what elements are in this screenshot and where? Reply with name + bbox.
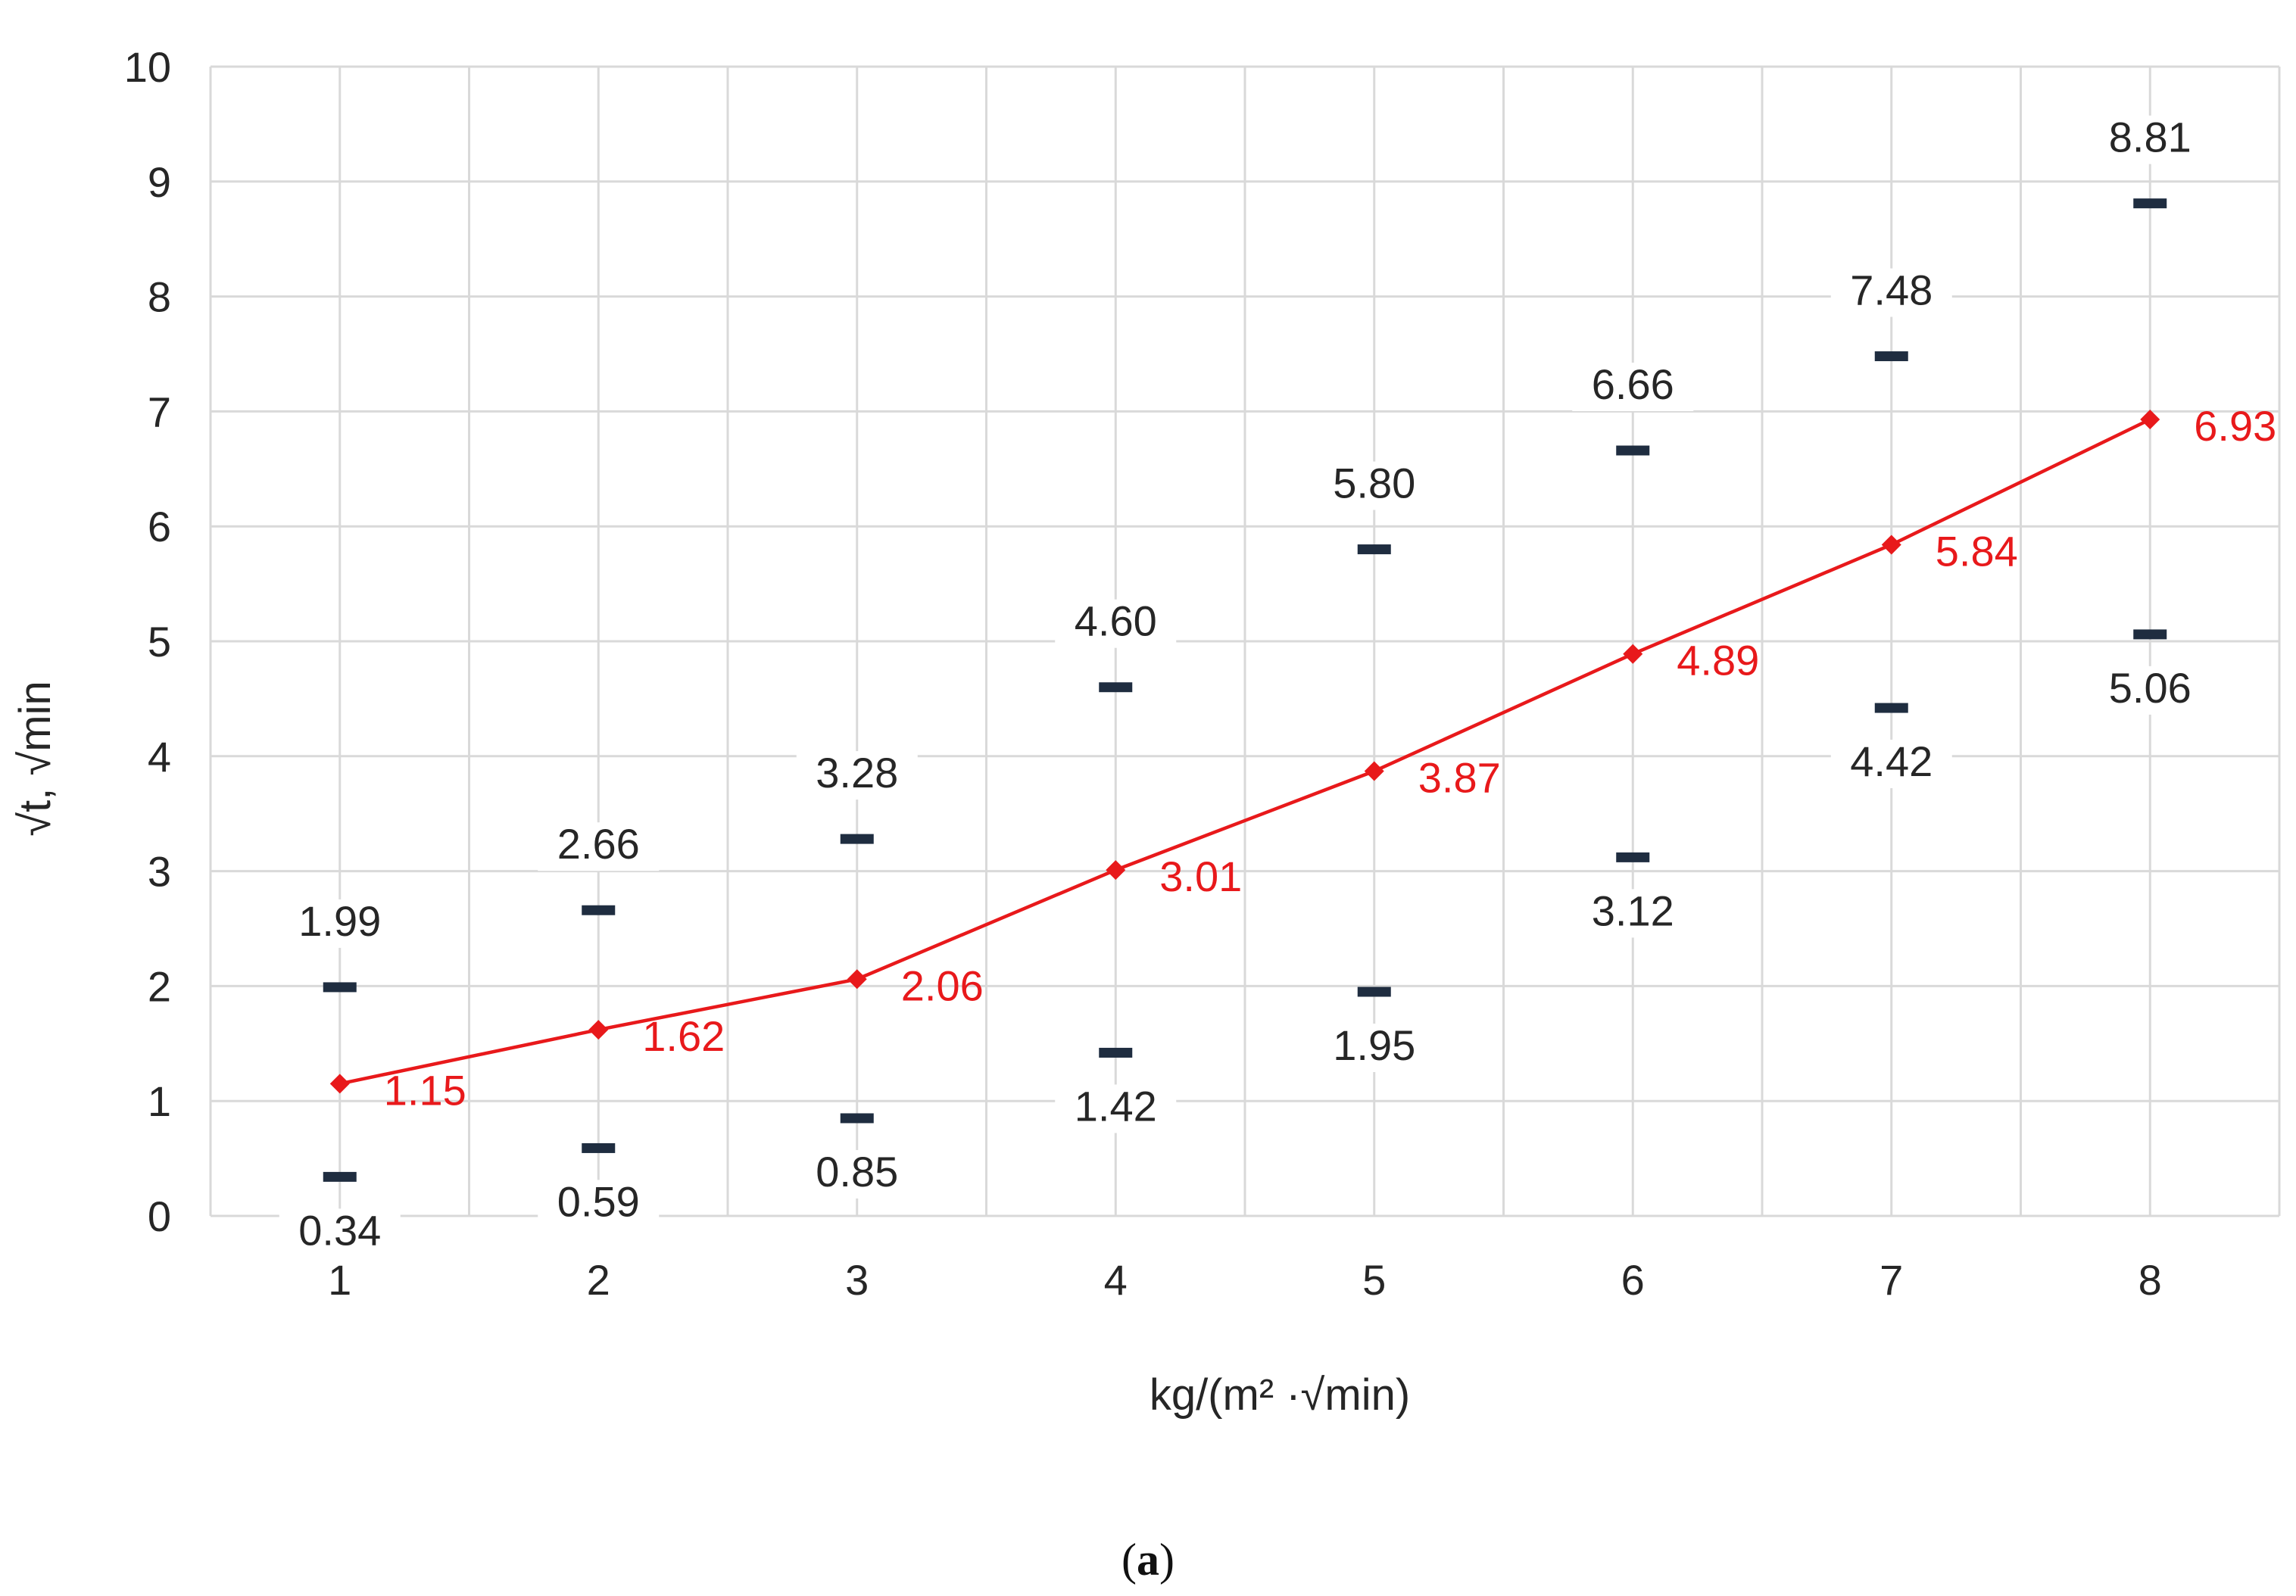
grid <box>209 65 2281 1217</box>
lower-bound-marker <box>2133 629 2167 640</box>
y-tick-label: 9 <box>148 158 171 206</box>
mean-point <box>1106 860 1126 881</box>
mean-point <box>847 969 867 990</box>
upper-bound-marker <box>582 905 616 915</box>
lower-bound-label-background <box>1055 1084 1177 1133</box>
lower-bound-label-background <box>2089 666 2211 715</box>
lower-bound-marker <box>1874 703 1908 713</box>
upper-bound-marker <box>323 982 357 993</box>
upper-bound-marker <box>1099 682 1133 693</box>
mean-point <box>2140 410 2160 430</box>
mean-value-label: 4.89 <box>1677 637 1759 684</box>
upper-bound-marker <box>1357 544 1391 555</box>
mean-point <box>329 1074 350 1094</box>
figure-caption: (a) <box>1121 1535 1175 1585</box>
upper-bound-label: 7.48 <box>1850 267 1933 314</box>
lower-bound-marker <box>582 1142 616 1153</box>
lower-bound-label: 5.06 <box>2109 664 2191 712</box>
upper-bound-label: 4.60 <box>1075 597 1157 645</box>
data-labels: 1.15 1.62 2.06 3.01 3.87 4.89 5.84 6.93 1.99 2.66… <box>279 114 2276 1258</box>
y-tick-label: 10 <box>124 43 171 91</box>
x-tick-label: 1 <box>328 1256 351 1304</box>
upper-bound-label-background <box>796 751 918 800</box>
mean-value-label: 1.62 <box>642 1012 725 1060</box>
mean-value-label: 5.84 <box>1936 527 2018 575</box>
lower-bound-label-background <box>796 1149 918 1199</box>
lower-bound-label: 0.34 <box>298 1206 381 1254</box>
mean-line <box>339 418 2151 1086</box>
upper-bound-label: 3.28 <box>816 749 898 796</box>
upper-bound-marker <box>840 834 874 844</box>
upper-bound-label-background <box>279 899 401 948</box>
bound-series <box>323 198 2167 1182</box>
upper-bound-label-background <box>1830 268 1952 317</box>
upper-bound-label: 1.99 <box>298 897 381 945</box>
x-tick-label: 2 <box>587 1256 610 1304</box>
lower-bound-label-background <box>279 1208 401 1258</box>
y-tick-label: 7 <box>148 388 171 435</box>
lower-bound-marker <box>1099 1047 1133 1058</box>
lower-bound-marker <box>840 1113 874 1124</box>
mean-value-label: 3.01 <box>1159 853 1242 900</box>
y-tick-label: 6 <box>148 503 171 550</box>
y-tick-label: 0 <box>148 1192 171 1240</box>
upper-bound-label: 8.81 <box>2109 114 2191 161</box>
y-tick-label: 8 <box>148 273 171 321</box>
y-axis-ticks: 0 1 2 3 4 5 6 7 8 9 10 <box>124 43 171 1240</box>
y-tick-label: 1 <box>148 1077 171 1125</box>
mean-value-label: 2.06 <box>901 962 984 1009</box>
mean-point <box>588 1020 609 1040</box>
lower-bound-label: 4.42 <box>1850 737 1933 785</box>
mean-point <box>1881 535 1901 555</box>
y-tick-label: 3 <box>148 848 171 896</box>
mean-point <box>1623 644 1643 664</box>
y-tick-label: 5 <box>148 618 171 666</box>
mean-point <box>1364 761 1384 781</box>
lower-bound-label: 0.85 <box>816 1148 898 1195</box>
upper-bound-label-background <box>1055 599 1177 648</box>
lower-bound-label-background <box>1313 1023 1435 1072</box>
upper-bound-marker <box>1616 445 1650 456</box>
lower-bound-label: 1.42 <box>1075 1082 1157 1130</box>
upper-bound-label-background <box>1572 363 1694 412</box>
lower-bound-label-background <box>1572 889 1694 938</box>
x-tick-label: 6 <box>1621 1256 1645 1304</box>
x-tick-label: 7 <box>1880 1256 1903 1304</box>
y-tick-label: 4 <box>148 733 171 781</box>
x-axis-ticks: 1 2 3 4 5 6 7 8 <box>328 1256 2162 1304</box>
lower-bound-label-background <box>1830 740 1952 789</box>
x-tick-label: 3 <box>845 1256 869 1304</box>
lower-bound-label: 1.95 <box>1333 1021 1415 1069</box>
x-axis-title: kg/(m² ·√min) <box>1150 1370 1410 1420</box>
upper-bound-marker <box>1874 351 1908 362</box>
x-tick-label: 8 <box>2138 1256 2162 1304</box>
upper-bound-label-background <box>1313 461 1435 510</box>
lower-bound-label: 0.59 <box>557 1177 640 1225</box>
mean-value-label: 1.15 <box>384 1066 466 1114</box>
mean-series <box>329 410 2160 1094</box>
upper-bound-label: 5.80 <box>1333 460 1415 507</box>
y-axis-title: √t, √min <box>11 681 60 836</box>
upper-bound-label: 6.66 <box>1592 360 1674 408</box>
upper-bound-marker <box>2133 198 2167 209</box>
mean-value-label: 6.93 <box>2194 402 2276 450</box>
lower-bound-marker <box>1616 852 1650 862</box>
x-tick-label: 5 <box>1362 1256 1386 1304</box>
x-tick-label: 4 <box>1104 1256 1128 1304</box>
lower-bound-label: 3.12 <box>1592 887 1674 934</box>
lower-bound-marker <box>323 1171 357 1182</box>
upper-bound-label: 2.66 <box>557 820 640 868</box>
upper-bound-label-background <box>538 822 660 871</box>
lower-bound-marker <box>1357 987 1391 997</box>
mean-value-label: 3.87 <box>1418 754 1501 802</box>
upper-bound-label-background <box>2089 115 2211 164</box>
lower-bound-label-background <box>538 1180 660 1229</box>
y-tick-label: 2 <box>148 962 171 1010</box>
